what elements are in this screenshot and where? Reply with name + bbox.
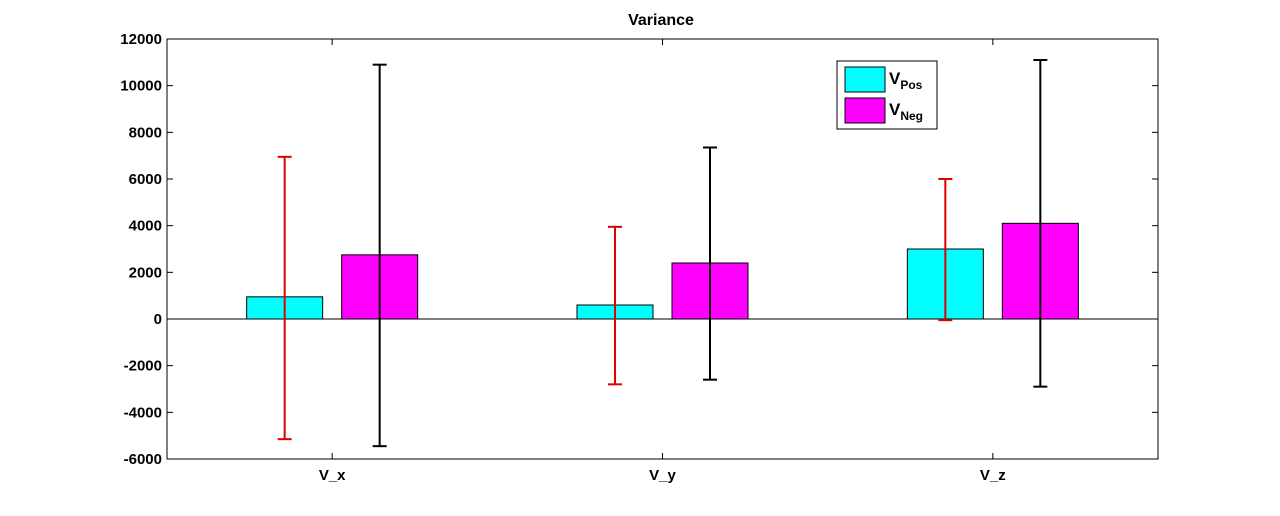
x-tick-label: V_x <box>319 467 346 484</box>
x-tick-label: V_y <box>649 467 676 484</box>
y-tick-label: 4000 <box>129 218 162 235</box>
legend-swatch-pos <box>844 66 886 93</box>
y-tick-label: 0 <box>154 311 162 328</box>
error-bars <box>277 59 1048 448</box>
y-tick-label: -6000 <box>124 451 162 468</box>
y-tick-label: 6000 <box>129 171 162 188</box>
chart-title: Variance <box>628 12 694 29</box>
y-tick-label: 10000 <box>120 78 162 95</box>
axis-ticks: 12000 10000 8000 6000 4000 2000 0 -2000 -4000 -60… <box>120 31 1158 484</box>
legend-label-pos: VPos <box>889 69 923 92</box>
y-tick-label: 8000 <box>129 124 162 141</box>
x-tick-label: V_z <box>980 467 1006 484</box>
y-tick-label: 12000 <box>120 31 162 48</box>
y-tick-label: -4000 <box>124 404 162 421</box>
legend-swatch-neg <box>844 97 886 124</box>
plot-area <box>166 38 1159 460</box>
y-tick-label: -2000 <box>124 358 162 375</box>
legend: VPos VNeg <box>836 60 938 130</box>
legend-label-neg: VNeg <box>889 100 923 123</box>
y-tick-label: 2000 <box>129 264 162 281</box>
